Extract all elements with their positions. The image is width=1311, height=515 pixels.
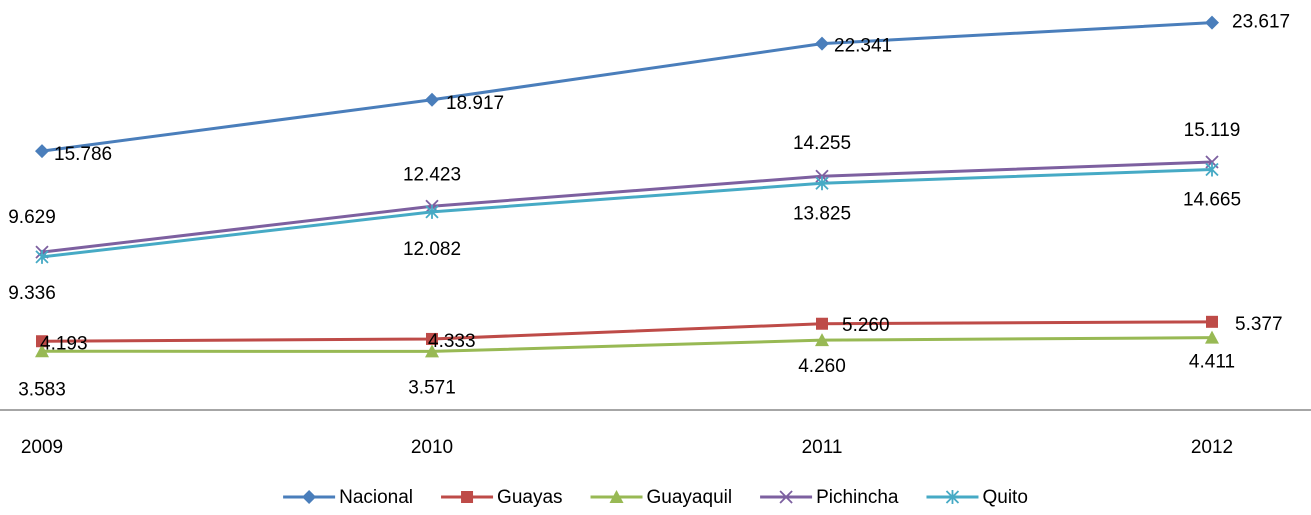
marker (426, 332, 438, 345)
legend-label: Nacional (339, 487, 413, 508)
marker (35, 249, 49, 264)
data-label: 18.917 (446, 93, 504, 114)
legend-label: Pichincha (816, 487, 899, 508)
legend-label: Quito (982, 487, 1027, 508)
legend-label: Guayas (497, 487, 562, 508)
data-label: 9.336 (8, 283, 56, 304)
data-label: 5.377 (1235, 314, 1283, 335)
data-label: 22.341 (834, 36, 892, 57)
legend-item: Pichincha (760, 487, 899, 508)
legend-item: Nacional (283, 487, 413, 508)
data-label: 3.583 (18, 379, 66, 400)
series-line (41, 21, 1213, 153)
marker (461, 491, 474, 503)
series-line (41, 336, 1213, 353)
marker (1206, 315, 1218, 328)
data-label: 14.665 (1183, 190, 1241, 211)
legend-item: Quito (926, 487, 1028, 508)
data-label: 12.423 (403, 164, 461, 185)
data-label: 14.255 (793, 133, 851, 154)
x-tick-label: 2011 (802, 437, 843, 458)
marker (815, 333, 829, 347)
data-label: 9.629 (8, 207, 56, 228)
x-tick-label: 2012 (1191, 437, 1233, 458)
marker (1205, 330, 1219, 344)
data-label: 12.082 (403, 239, 461, 260)
data-label: 13.825 (793, 203, 851, 224)
data-label: 4.333 (428, 331, 476, 352)
marker (1205, 15, 1219, 30)
marker (425, 92, 439, 107)
marker (815, 176, 829, 191)
marker (425, 204, 439, 219)
legend: Nacional Guayas Guayaquil Pichincha Quito (283, 487, 1028, 508)
marker (945, 490, 960, 504)
marker (35, 144, 49, 159)
legend-item: Guayas (441, 487, 563, 508)
data-label: 5.260 (842, 315, 890, 336)
data-label: 3.571 (408, 377, 456, 398)
marker (779, 490, 793, 504)
marker (35, 344, 49, 358)
marker (816, 317, 828, 330)
data-label: 4.260 (798, 356, 846, 377)
data-label: 15.119 (1184, 120, 1241, 141)
marker (36, 335, 48, 348)
marker (815, 36, 829, 51)
data-label: 23.617 (1232, 12, 1290, 33)
marker (425, 344, 439, 358)
series-line (41, 167, 1213, 259)
series-line (41, 320, 1213, 343)
x-tick-label: 2009 (21, 437, 63, 458)
data-label: 4.193 (40, 333, 88, 354)
data-label: 4.411 (1189, 352, 1235, 373)
marker (1205, 162, 1219, 177)
legend-item: Guayaquil (590, 487, 733, 508)
marker (302, 490, 317, 504)
data-label: 15.786 (54, 144, 112, 165)
legend-label: Guayaquil (647, 487, 733, 508)
marker (609, 490, 624, 503)
x-tick-label: 2010 (411, 437, 453, 458)
series-line (41, 160, 1213, 254)
